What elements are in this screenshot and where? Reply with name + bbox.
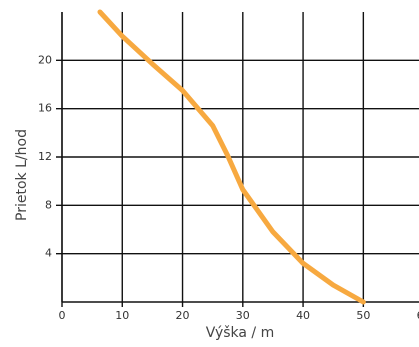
- y-tick-label: 16: [38, 102, 52, 115]
- x-axis-label: Výška / m: [206, 325, 274, 341]
- x-tick-label: 40: [296, 309, 310, 322]
- x-tick-label: 50: [356, 309, 370, 322]
- x-tick-label: 60: [417, 309, 419, 322]
- x-tick-label: 30: [236, 309, 250, 322]
- x-tick-label: 0: [59, 309, 66, 322]
- y-tick-label: 12: [38, 150, 52, 163]
- y-tick-label: 8: [45, 198, 52, 211]
- y-tick-label: 20: [38, 53, 52, 66]
- x-tick-label: 20: [176, 309, 190, 322]
- y-axis-label: Prietok L/hod: [14, 129, 30, 221]
- data-line: [97, 9, 366, 305]
- y-tick-label: 4: [45, 247, 52, 260]
- x-tick-label: 10: [115, 309, 129, 322]
